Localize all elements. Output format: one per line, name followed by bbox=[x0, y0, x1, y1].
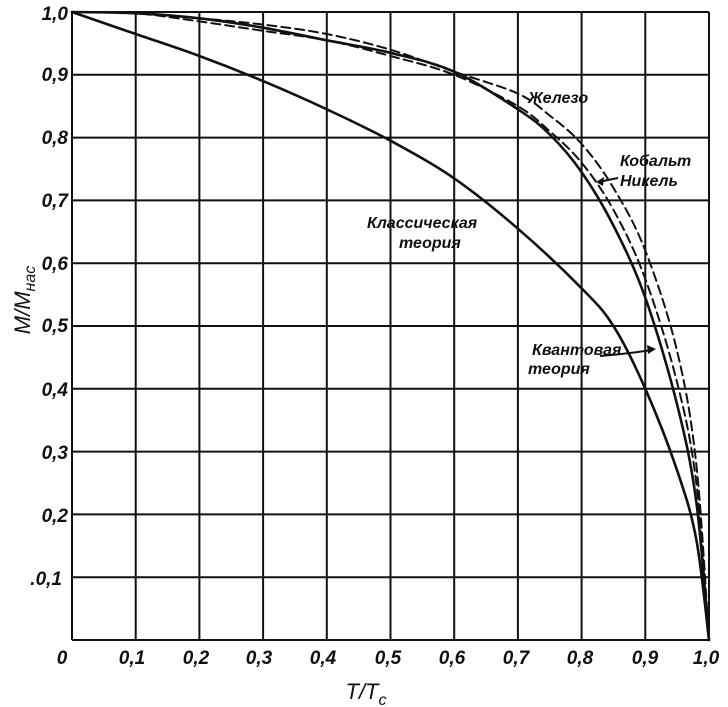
cobalt-label: Кобальт bbox=[620, 153, 691, 170]
y-tick-label-0.6: 0,6 bbox=[42, 254, 69, 275]
y-tick-label-1.0: 1,0 bbox=[42, 4, 69, 25]
quantum-theory-label-line2: теория bbox=[528, 361, 590, 378]
y-tick-label-0.5: 0,5 bbox=[42, 316, 69, 337]
cobalt-nickel-arrowhead bbox=[596, 177, 604, 186]
x-tick-label-0.4: 0,4 bbox=[310, 648, 337, 669]
y-tick-labels: .0,1 0,2 0,3 0,4 0,5 0,6 0,7 0,8 0,9 1,0 bbox=[30, 4, 69, 590]
y-axis-label: M/Mнас bbox=[10, 266, 39, 334]
series-line-cobalt-nickel bbox=[71, 11, 710, 641]
x-tick-label-0.9: 0,9 bbox=[632, 648, 659, 669]
y-tick-label-0.7: 0,7 bbox=[42, 191, 70, 212]
x-tick-label-0.1: 0,1 bbox=[119, 648, 145, 669]
x-tick-label-0: 0 bbox=[57, 648, 68, 669]
y-tick-label-0.3: 0,3 bbox=[42, 443, 69, 464]
y-tick-label-0.9: 0,9 bbox=[42, 65, 69, 86]
classical-theory-label-line2: теория bbox=[399, 235, 461, 252]
x-tick-label-1.0: 1,0 bbox=[693, 648, 720, 669]
x-tick-label-0.5: 0,5 bbox=[375, 648, 402, 669]
quantum-theory-label-line1: Квантовая bbox=[532, 342, 622, 359]
series-line-quantum bbox=[70, 10, 711, 642]
quantum-theory-arrow bbox=[599, 349, 653, 357]
x-tick-label-0.6: 0,6 bbox=[439, 648, 466, 669]
series-line-classical bbox=[70, 10, 711, 642]
x-tick-label-0.2: 0,2 bbox=[183, 648, 210, 669]
x-axis-label: T/Tc bbox=[346, 679, 387, 707]
y-tick-label-0.4: 0,4 bbox=[42, 380, 69, 401]
y-tick-label-0.2: 0,2 bbox=[42, 506, 69, 527]
iron-label: Железо bbox=[527, 90, 588, 107]
x-tick-label-0.3: 0,3 bbox=[246, 648, 273, 669]
y-tick-label-0.1: .0,1 bbox=[30, 569, 62, 590]
x-tick-labels: 0 0,1 0,2 0,3 0,4 0,5 0,6 0,7 0,8 0,9 1,… bbox=[57, 648, 720, 669]
data-series bbox=[70, 10, 711, 642]
grid-lines bbox=[71, 11, 710, 641]
y-tick-label-0.8: 0,8 bbox=[42, 128, 69, 149]
quantum-theory-arrowhead bbox=[647, 345, 656, 354]
series-line-iron bbox=[71, 11, 710, 641]
x-tick-label-0.7: 0,7 bbox=[503, 648, 531, 669]
classical-theory-label-line1: Классическая bbox=[367, 215, 478, 232]
x-tick-label-0.8: 0,8 bbox=[567, 648, 594, 669]
nickel-label: Никель bbox=[620, 173, 678, 190]
